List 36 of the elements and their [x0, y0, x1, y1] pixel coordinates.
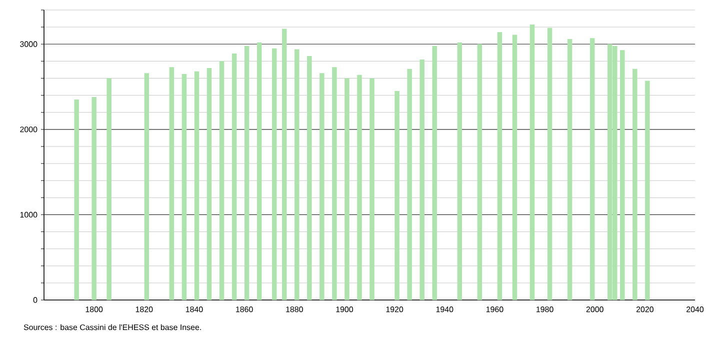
bar: [294, 49, 300, 300]
bar: [457, 42, 462, 300]
bar: [432, 46, 437, 300]
bar: [272, 48, 277, 300]
bar: [182, 74, 187, 300]
bar: [307, 56, 312, 300]
bar: [74, 100, 79, 300]
bar: [620, 50, 625, 300]
bar: [232, 54, 237, 300]
bar: [194, 71, 200, 300]
bar: [530, 24, 535, 300]
bar: [282, 28, 287, 300]
bar: [332, 67, 337, 300]
bar: [645, 80, 650, 300]
bar: [144, 73, 150, 300]
bar: [357, 74, 362, 300]
bar: [219, 61, 224, 300]
bar: [632, 68, 638, 300]
bar: [320, 73, 324, 300]
bar: [106, 78, 112, 300]
bar: [512, 34, 518, 300]
bar: [407, 68, 412, 300]
bar: [344, 78, 350, 300]
bar: [567, 39, 572, 300]
bar: [370, 78, 374, 300]
bar: [477, 44, 482, 300]
bar: [590, 38, 595, 300]
bar: [394, 91, 400, 300]
bar: [547, 28, 552, 300]
bar: [206, 68, 212, 300]
bar: [256, 42, 262, 300]
bar: [92, 97, 96, 300]
bar: [244, 46, 250, 300]
bar: [169, 67, 174, 300]
bar: [497, 32, 502, 300]
bar: [420, 59, 424, 300]
